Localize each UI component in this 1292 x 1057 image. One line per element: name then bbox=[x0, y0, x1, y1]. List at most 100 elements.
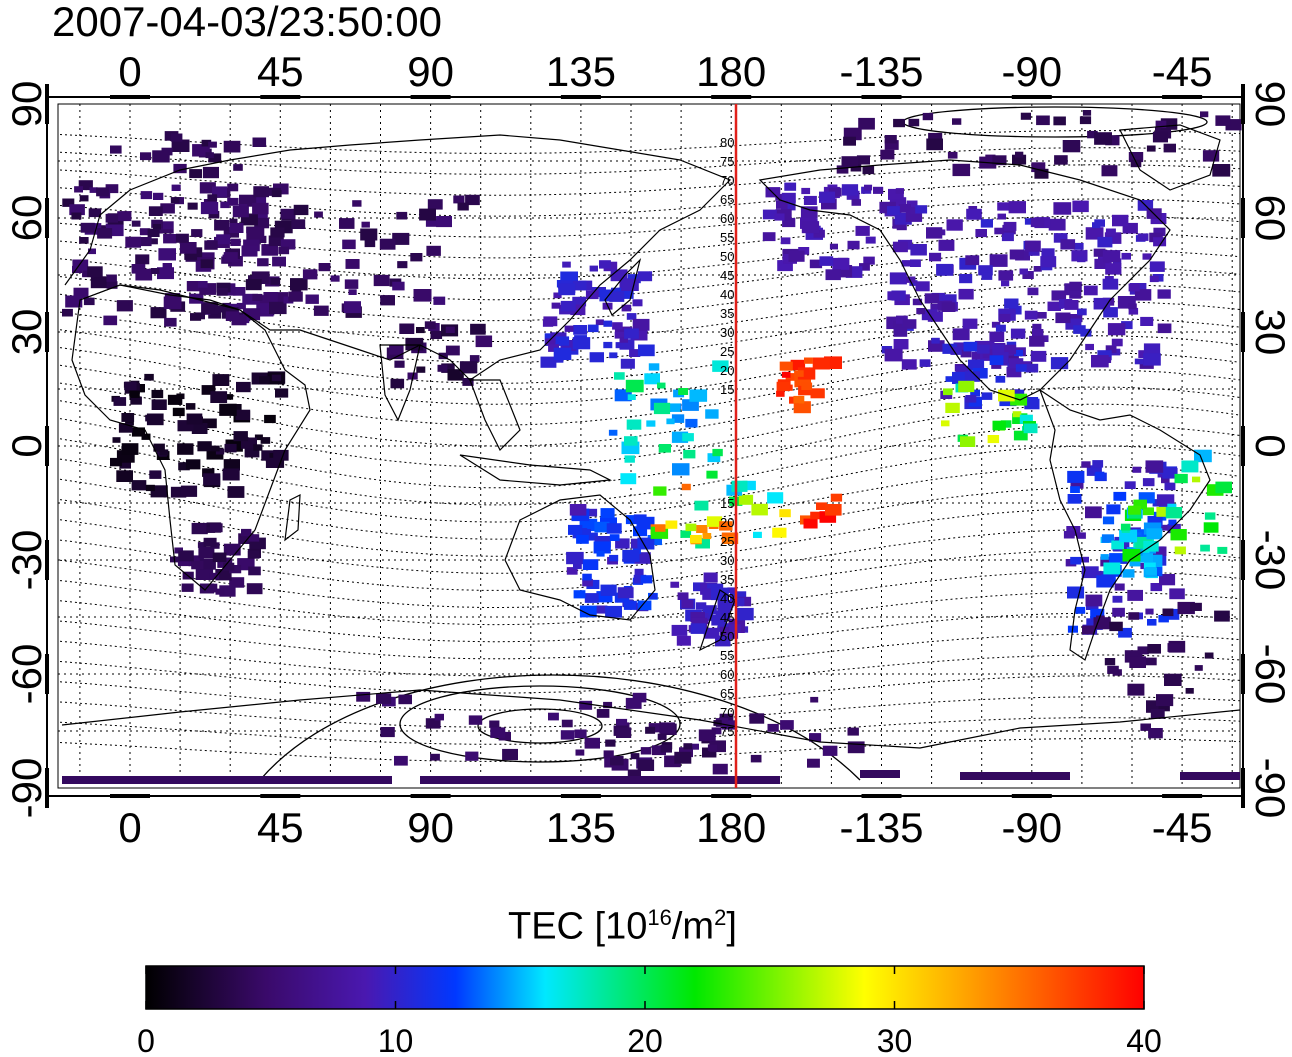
tec-cell bbox=[1167, 503, 1177, 511]
tec-cell bbox=[893, 327, 908, 337]
tec-cell bbox=[801, 187, 811, 195]
tec-cell bbox=[1097, 236, 1113, 248]
tec-cell bbox=[847, 727, 859, 736]
tec-cell bbox=[620, 358, 635, 369]
lon-tick-label-bottom: -135 bbox=[839, 804, 923, 851]
tec-cell bbox=[965, 395, 977, 403]
tec-cell bbox=[1085, 227, 1104, 240]
tec-cell bbox=[186, 413, 203, 425]
tec-cell bbox=[96, 187, 109, 197]
tec-cell bbox=[561, 719, 573, 728]
tec-cell bbox=[810, 388, 825, 399]
tec-cell bbox=[566, 551, 584, 565]
tec-cell bbox=[153, 192, 164, 200]
tec-cell bbox=[1101, 165, 1118, 177]
tec-cell bbox=[180, 485, 198, 497]
tec-cell bbox=[573, 562, 582, 570]
tec-cell bbox=[445, 345, 460, 356]
tec-cell bbox=[719, 626, 733, 636]
tec-cell bbox=[810, 696, 819, 703]
lat-tick-label-right: -60 bbox=[1247, 644, 1292, 705]
tec-cell bbox=[1027, 287, 1039, 296]
tec-cell bbox=[1113, 491, 1127, 501]
tec-cell bbox=[596, 550, 605, 557]
tec-cell bbox=[252, 293, 263, 301]
lon-tick-mark-top bbox=[1162, 95, 1203, 99]
tec-cell bbox=[830, 493, 843, 502]
tec-cell bbox=[1023, 423, 1038, 434]
tec-cell bbox=[252, 137, 267, 147]
tec-cell bbox=[627, 394, 636, 400]
tec-cell bbox=[1109, 553, 1123, 563]
tec-cell bbox=[1129, 558, 1141, 567]
tec-cell bbox=[995, 324, 1006, 332]
tec-cell bbox=[208, 211, 220, 219]
tec-cell bbox=[201, 139, 212, 147]
tec-cell bbox=[859, 263, 870, 271]
tec-cell bbox=[608, 429, 618, 436]
tec-cell bbox=[110, 457, 122, 467]
tec-cell bbox=[681, 483, 691, 491]
lon-tick-label-bottom: 45 bbox=[257, 804, 304, 851]
tec-cell bbox=[564, 325, 574, 332]
tec-cell bbox=[1040, 256, 1057, 268]
tec-cell bbox=[832, 257, 850, 270]
tec-cell bbox=[208, 153, 222, 163]
tec-cell bbox=[170, 197, 180, 204]
tec-cell bbox=[1164, 482, 1176, 491]
tec-cell bbox=[330, 275, 340, 282]
tec-cell bbox=[922, 112, 934, 121]
tec-cell bbox=[621, 278, 639, 291]
tec-cell bbox=[118, 423, 133, 433]
tec-cell bbox=[110, 145, 122, 154]
tec-cell bbox=[162, 263, 172, 270]
tec-cell bbox=[290, 278, 308, 291]
tec-cell bbox=[888, 188, 904, 200]
tec-cell bbox=[489, 720, 500, 728]
tec-cell bbox=[610, 755, 624, 766]
tec-cell bbox=[390, 378, 405, 389]
lat-tick-label-left: -90 bbox=[3, 758, 50, 819]
tec-cell bbox=[1104, 658, 1116, 666]
tec-cell bbox=[880, 149, 895, 160]
tec-cell bbox=[995, 375, 1006, 383]
tec-cell bbox=[224, 443, 237, 453]
tec-cell bbox=[621, 304, 632, 312]
tec-cell bbox=[941, 420, 950, 427]
meridian-label-north: 15 bbox=[720, 382, 734, 397]
tec-cell bbox=[135, 268, 153, 281]
tec-cell bbox=[678, 388, 689, 395]
lat-tick-mark-right bbox=[1241, 426, 1245, 466]
tec-cell bbox=[589, 352, 604, 363]
tec-cell bbox=[553, 292, 562, 299]
tec-cell bbox=[640, 575, 653, 584]
tec-cell bbox=[190, 313, 202, 321]
tec-cell bbox=[781, 371, 791, 378]
tec-cell bbox=[191, 560, 204, 570]
tec-cell bbox=[606, 523, 622, 534]
tec-cell bbox=[453, 195, 465, 204]
tec-cell bbox=[1158, 703, 1170, 712]
tec-cell bbox=[952, 328, 970, 341]
tec-cell bbox=[252, 202, 269, 215]
tec-cell bbox=[682, 399, 699, 411]
tec-cell bbox=[658, 444, 671, 453]
tec-cell bbox=[419, 208, 436, 221]
tec-cell bbox=[680, 530, 692, 538]
coastline bbox=[284, 494, 301, 542]
tec-cell bbox=[392, 232, 410, 245]
tec-cell bbox=[197, 441, 212, 452]
tec-cell bbox=[707, 453, 721, 463]
tec-cell bbox=[1111, 338, 1123, 347]
tec-cell bbox=[637, 759, 655, 771]
colorbar-tick-label: 0 bbox=[137, 1023, 155, 1057]
tec-cell bbox=[167, 394, 183, 405]
meridian-label-south: 50 bbox=[720, 629, 734, 644]
tec-cell bbox=[88, 208, 102, 218]
tec-cell bbox=[399, 323, 415, 334]
tec-cell bbox=[682, 433, 694, 442]
tec-cell bbox=[738, 494, 754, 505]
tec-cell bbox=[928, 132, 943, 143]
tec-cell bbox=[666, 418, 675, 425]
tec-cell bbox=[683, 449, 696, 459]
